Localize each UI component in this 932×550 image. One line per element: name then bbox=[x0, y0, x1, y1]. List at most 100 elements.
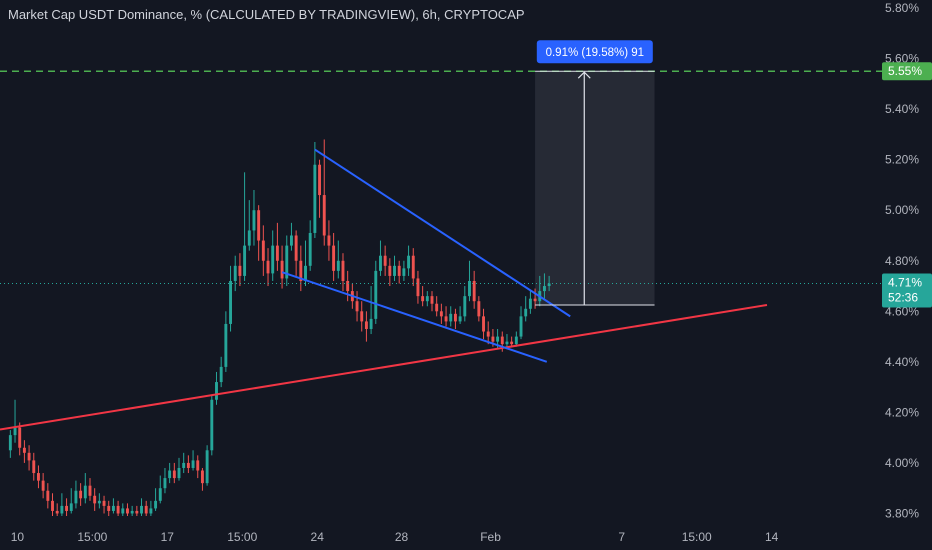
candle-body bbox=[229, 280, 232, 324]
support-trendline bbox=[0, 304, 768, 431]
candle-body bbox=[205, 450, 209, 484]
candle-body bbox=[542, 286, 546, 292]
y-tick-label: 4.20% bbox=[885, 405, 919, 419]
candle-body bbox=[13, 427, 17, 436]
candle-body bbox=[533, 298, 537, 302]
x-tick-label: 15:00 bbox=[682, 530, 712, 544]
candle-body bbox=[299, 260, 303, 281]
candle-body bbox=[505, 341, 509, 345]
candle-body bbox=[172, 470, 176, 479]
candle-body bbox=[416, 278, 420, 297]
candle-body bbox=[55, 510, 59, 514]
wedge-lower-line bbox=[281, 271, 548, 363]
candle-body bbox=[158, 488, 162, 501]
candle-body bbox=[519, 316, 523, 337]
candle-body bbox=[111, 505, 115, 511]
x-tick-label: 7 bbox=[618, 530, 625, 544]
candle-body bbox=[308, 232, 312, 266]
candle-body bbox=[69, 503, 73, 511]
y-tick-label: 4.60% bbox=[885, 304, 919, 318]
candle-body bbox=[294, 235, 298, 261]
measure-arrow-head bbox=[577, 71, 591, 79]
target-price-label: 5.55% bbox=[888, 64, 922, 78]
candle-body bbox=[238, 265, 242, 276]
candle-body bbox=[318, 164, 322, 196]
candle-body bbox=[289, 235, 293, 246]
candle-body bbox=[144, 505, 148, 514]
candle-body bbox=[547, 283, 551, 287]
candle-body bbox=[247, 230, 251, 246]
candle-body bbox=[421, 296, 425, 302]
y-tick-label: 4.80% bbox=[885, 254, 919, 268]
target-price-tag bbox=[882, 62, 932, 81]
candle-body bbox=[322, 195, 326, 236]
candle-body bbox=[285, 245, 289, 279]
candle-body bbox=[336, 260, 340, 271]
candle-body bbox=[27, 452, 31, 461]
candle-body bbox=[341, 260, 345, 281]
candle-body bbox=[74, 490, 78, 504]
current-price-tag bbox=[882, 273, 932, 308]
candle-body bbox=[168, 470, 172, 479]
candle-body bbox=[22, 447, 26, 453]
candle-body bbox=[444, 316, 448, 322]
candle-body bbox=[402, 268, 406, 276]
candle-body bbox=[107, 505, 111, 511]
x-tick-label: 15:00 bbox=[77, 530, 107, 544]
measure-label: 0.91% (19.58%) 91 bbox=[546, 47, 644, 59]
candle-body bbox=[191, 460, 195, 468]
candle-body bbox=[51, 500, 54, 511]
candle-body bbox=[280, 260, 284, 279]
candle-body bbox=[219, 366, 223, 383]
candle-body bbox=[121, 508, 125, 514]
candle-body bbox=[374, 270, 378, 319]
x-tick-label: 17 bbox=[161, 530, 175, 544]
candle-body bbox=[275, 245, 279, 261]
candle-body bbox=[463, 296, 467, 317]
candle-body bbox=[510, 341, 514, 345]
candle-body bbox=[477, 301, 481, 317]
x-tick-label: 15:00 bbox=[227, 530, 257, 544]
y-tick-label: 5.20% bbox=[885, 153, 919, 167]
candle-body bbox=[486, 331, 490, 337]
candle-body bbox=[524, 308, 528, 317]
candle-body bbox=[468, 280, 471, 297]
x-tick-label: 14 bbox=[765, 530, 779, 544]
candle-body bbox=[514, 336, 518, 345]
candle-body bbox=[79, 490, 83, 499]
current-price-label: 4.71% bbox=[888, 276, 922, 290]
candle-body bbox=[32, 460, 36, 474]
candle-body bbox=[163, 478, 167, 489]
candle-body bbox=[154, 500, 158, 509]
measure-range-box bbox=[535, 71, 655, 305]
candle-body bbox=[304, 265, 307, 281]
candle-body bbox=[360, 311, 364, 322]
candle-body bbox=[41, 480, 45, 491]
candle-body bbox=[186, 462, 190, 468]
candle-body bbox=[135, 510, 139, 514]
candle-body bbox=[215, 382, 218, 400]
candle-body bbox=[327, 235, 331, 246]
candle-body bbox=[60, 505, 64, 514]
candle-body bbox=[126, 508, 129, 514]
candle-body bbox=[496, 336, 500, 342]
y-tick-label: 5.80% bbox=[885, 1, 919, 15]
y-tick-label: 4.40% bbox=[885, 355, 919, 369]
candle-body bbox=[243, 245, 247, 276]
candle-body bbox=[18, 427, 22, 448]
candle-body bbox=[491, 336, 495, 342]
candle-body bbox=[130, 510, 134, 514]
candle-body bbox=[200, 470, 204, 484]
candle-body bbox=[379, 255, 382, 271]
candle-body bbox=[97, 500, 101, 504]
chart-title: Market Cap USDT Dominance, % (CALCULATED… bbox=[8, 7, 525, 22]
wedge-upper-line bbox=[314, 148, 571, 318]
candle-body bbox=[196, 460, 200, 471]
candle-body bbox=[449, 313, 453, 322]
candle-body bbox=[332, 245, 336, 271]
candle-body bbox=[355, 301, 359, 312]
y-tick-label: 5.60% bbox=[885, 52, 919, 66]
candle-body bbox=[500, 336, 504, 345]
candle-body bbox=[411, 255, 415, 279]
